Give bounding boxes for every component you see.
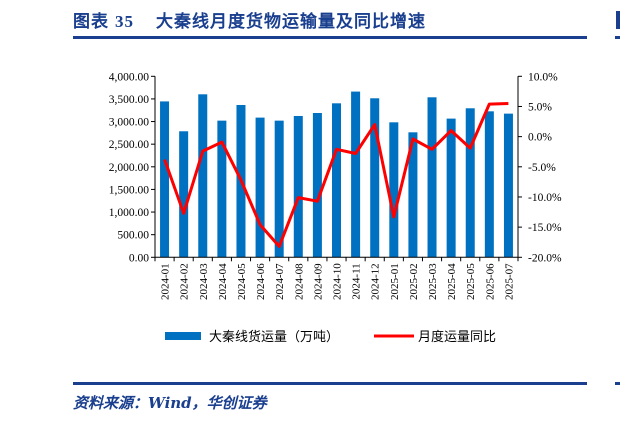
legend-bar-label: 大秦线货运量（万吨） [209,329,339,344]
x-axis-tick-label: 2025-07 [503,263,515,300]
adjacent-figure-title-stub [616,11,620,29]
x-axis-tick-label: 2024-09 [312,263,324,300]
bar-2024-01 [160,101,170,258]
bar-2024-07 [274,120,284,258]
title-rule [73,36,587,39]
right-axis-tick-label: -20.0% [528,252,562,264]
right-axis-tick-label: 0.0% [528,132,552,144]
x-axis-tick-label: 2025-03 [427,263,439,300]
combo-chart: 0.00 500.00 1,000.00 1,500.00 2,000.00 2,500.… [109,71,562,344]
bar-2025-01 [389,122,399,258]
left-axis-tick-label: 1,000.00 [109,207,150,219]
x-axis-tick-label: 2025-04 [446,263,458,300]
figure-title-text: 大秦线月度货物运输量及同比增速 [156,12,426,32]
right-axis-tick-label: -5.0% [528,162,556,174]
left-axis-tick-label: 500.00 [117,230,149,242]
source-rule [73,382,587,385]
bar-2025-06 [484,111,494,258]
figure-title: 图表 35 大秦线月度货物运输量及同比增速 [73,7,426,32]
x-axis-tick-label: 2024-05 [236,263,248,300]
x-axis-tick-label: 2025-02 [408,263,420,300]
x-axis-tick-label: 2024-06 [255,263,267,300]
right-axis-tick-label: 10.0% [528,71,558,83]
source-note: 资料来源：Wind，华创证券 [73,394,267,412]
bar-2024-02 [179,131,189,258]
bar-2024-11 [351,91,361,258]
adjacent-title-rule [615,36,620,39]
x-axis-tick-label: 2024-01 [160,263,172,300]
right-axis-tick-label: -10.0% [528,192,562,204]
bar-2025-03 [427,97,437,258]
x-axis-tick-label: 2024-02 [179,263,191,300]
chart-panel: 0.00 500.00 1,000.00 1,500.00 2,000.00 2,500.… [79,53,582,365]
bar-2024-09 [312,112,322,258]
left-axis-tick-label: 2,500.00 [109,139,150,151]
x-axis-tick-label: 2025-01 [389,263,401,300]
x-axis-tick-label: 2025-06 [484,263,496,300]
bar-2025-04 [446,118,456,258]
bar-2024-08 [293,115,303,258]
left-axis-tick-label: 4,000.00 [109,71,150,83]
x-axis-tick-label: 2024-04 [217,263,229,300]
bar-2025-05 [465,108,475,258]
right-axis-tick-label: 5.0% [528,101,552,113]
left-axis-tick-label: 0.00 [129,252,149,264]
left-axis-tick-label: 2,000.00 [109,162,150,174]
x-axis-tick-label: 2024-12 [370,263,382,300]
left-axis-tick-label: 3,500.00 [109,94,150,106]
bar-2024-10 [332,103,341,258]
bar-2025-02 [408,132,418,258]
left-axis-tick-label: 1,500.00 [109,184,150,196]
x-axis-tick-label: 2024-07 [274,263,286,300]
x-axis-tick-label: 2024-08 [293,263,305,300]
x-axis-tick-label: 2024-11 [351,263,363,299]
bar-2024-06 [255,117,265,258]
figure-label: 图表 [73,12,109,32]
figure-number: 35 [115,12,134,31]
bar-2024-12 [370,98,380,258]
adjacent-source-rule [615,382,620,385]
bar-2025-07 [503,113,513,258]
right-axis-tick-label: -15.0% [528,222,562,234]
yoy-line [163,102,509,248]
bar-2024-04 [217,120,227,258]
x-axis-tick-label: 2024-10 [332,263,344,300]
x-axis-tick-label: 2024-03 [198,263,210,300]
x-axis-tick-label: 2025-05 [465,263,477,300]
legend-line-label: 月度运量同比 [418,329,496,344]
left-axis-tick-label: 3,000.00 [109,117,150,129]
bar-2024-03 [198,94,208,258]
legend-bar-swatch [165,332,201,340]
